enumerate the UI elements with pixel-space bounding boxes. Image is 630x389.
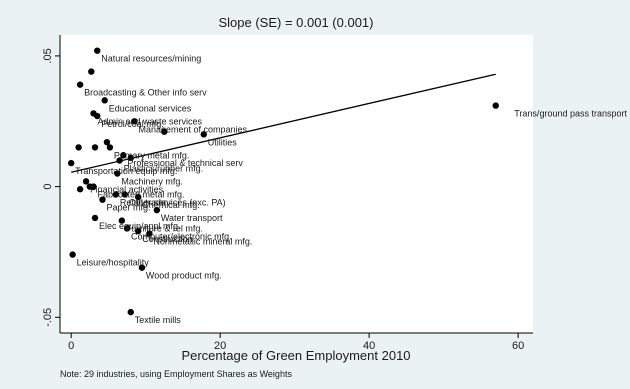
point-label: Furniture & rel mfg. (126, 224, 203, 234)
data-point (82, 178, 90, 185)
data-point (67, 159, 75, 167)
data-point (94, 47, 101, 54)
point-label: Textile mills (135, 315, 182, 325)
x-tick-label: 60 (512, 340, 524, 352)
data-point (146, 230, 153, 237)
y-tick-label: -.05 (42, 308, 54, 327)
x-tick-label: 0 (68, 340, 74, 352)
data-point (103, 138, 111, 146)
y-tick-label: .05 (42, 48, 54, 63)
point-label: Other services (exc. PA) (129, 197, 226, 207)
data-point (121, 191, 129, 198)
x-axis-title: Percentage of Green Employment 2010 (181, 348, 410, 363)
data-point (138, 264, 146, 271)
x-tick-label: 40 (363, 340, 375, 352)
point-label: Financial activities (90, 184, 164, 194)
chart-note: Note: 29 industries, using Employment Sh… (60, 369, 292, 379)
data-point (120, 152, 127, 159)
x-axis-ticks: 0 20 40 60 (68, 333, 524, 352)
point-label: Primary metal mfg. (114, 150, 190, 160)
data-point (492, 102, 499, 109)
data-point (135, 193, 142, 201)
data-point (135, 227, 142, 235)
fit-line (71, 73, 496, 173)
point-label: Elec equip/appl mfg. (99, 221, 181, 231)
point-label: Fabricated metal mfg. (98, 190, 185, 200)
point-label: Petrol/coal mfg. (101, 119, 164, 129)
point-label: Trans/ground pass transport (514, 109, 627, 119)
data-point (114, 170, 121, 177)
point-label: Chemical mfg. (142, 200, 200, 210)
data-point (161, 128, 168, 135)
data-point (127, 154, 134, 162)
point-label: Admin and waste services (98, 116, 203, 126)
point-label: Transportation equip mfg. (75, 166, 177, 176)
point-label: Professional & technical serv (127, 158, 243, 168)
data-point (76, 81, 84, 88)
data-point (116, 157, 123, 164)
data-point (75, 144, 82, 151)
data-point (101, 97, 108, 104)
data-point (94, 112, 101, 120)
point-label: Management of companies (138, 124, 247, 134)
point-label: Retail trade (120, 197, 166, 207)
point-label: Broadcasting & Other info serv (84, 88, 207, 98)
data-point (90, 183, 97, 190)
point-label: Educational services (109, 103, 192, 113)
data-point (118, 217, 126, 224)
data-point (91, 144, 99, 151)
point-label: Water transport (161, 213, 223, 223)
data-point (88, 68, 95, 75)
data-point (127, 308, 134, 316)
data-point (76, 186, 84, 193)
point-label: Construction (142, 234, 193, 244)
chart-title: Slope (SE) = 0.001 (0.001) (218, 15, 373, 30)
x-tick-label: 20 (214, 340, 226, 352)
point-label: Natural resources/mining (101, 54, 201, 64)
data-point (106, 144, 114, 151)
point-label: Leisure/hospitality (77, 258, 150, 268)
data-point (153, 206, 161, 214)
point-label: Paper mfg. (106, 203, 150, 213)
data-point (91, 214, 99, 222)
y-axis-ticks: -.05 0 .05 (42, 48, 60, 327)
data-point (69, 251, 76, 258)
point-label: Computer/electronic mfg. (131, 231, 232, 241)
point-label: Machinery mfg. (121, 177, 183, 187)
data-point (200, 131, 207, 138)
data-point (112, 191, 120, 198)
data-point (123, 225, 131, 232)
point-label: Plastics/rubber mfg. (124, 163, 204, 173)
point-label: Utilities (208, 137, 238, 147)
plot-area (60, 35, 533, 333)
point-labels: Natural resources/mining Broadcasting & O… (75, 54, 627, 325)
y-tick-label: 0 (42, 184, 54, 190)
data-point (99, 196, 106, 203)
data-point (131, 118, 138, 125)
data-points (67, 47, 499, 316)
point-label: Wood product mfg. (146, 271, 222, 281)
point-label: Nonmetallic mineral mfg. (153, 237, 252, 247)
